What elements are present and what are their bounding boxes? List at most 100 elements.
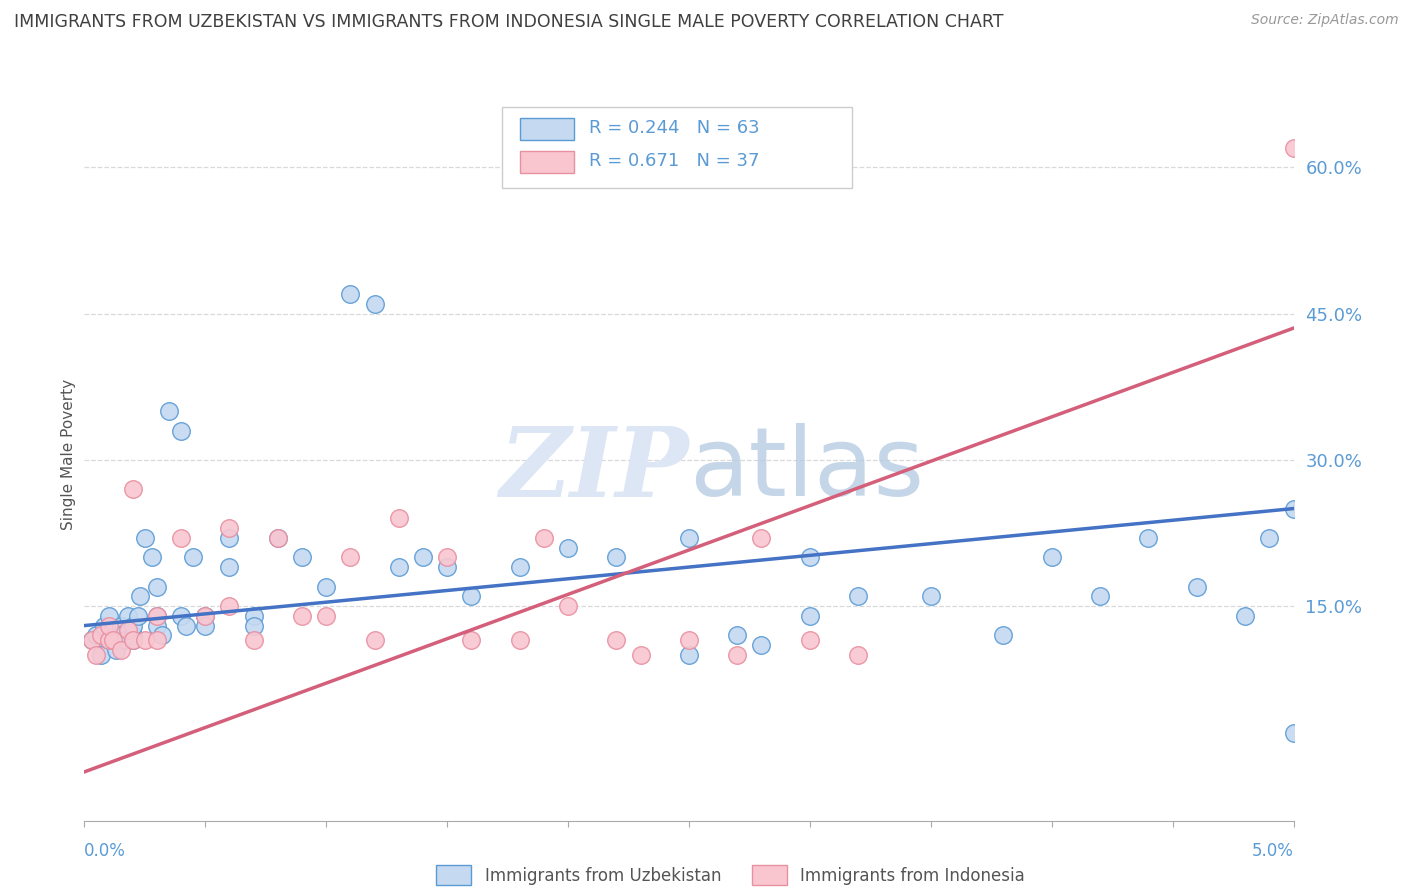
Point <box>121 482 143 496</box>
Point <box>170 424 193 438</box>
Point <box>146 608 169 623</box>
Point <box>1185 580 1208 594</box>
Point <box>460 590 482 604</box>
Text: 0.0%: 0.0% <box>84 842 127 860</box>
Point <box>315 608 337 623</box>
Point <box>110 643 132 657</box>
FancyBboxPatch shape <box>520 152 574 173</box>
Point <box>557 541 579 555</box>
Text: atlas: atlas <box>689 423 924 516</box>
Point <box>605 550 627 565</box>
Point <box>121 633 143 648</box>
Point <box>170 531 193 545</box>
FancyBboxPatch shape <box>502 108 852 188</box>
Point <box>557 599 579 613</box>
Point <box>146 580 169 594</box>
Point <box>412 550 434 565</box>
Point <box>93 618 115 632</box>
Point <box>121 633 143 648</box>
Point <box>129 590 152 604</box>
Point <box>127 608 149 623</box>
Point <box>846 648 869 662</box>
Point <box>315 580 337 594</box>
Point <box>751 638 773 652</box>
Point <box>170 608 193 623</box>
Point <box>218 531 240 545</box>
Point <box>90 648 112 662</box>
Point <box>339 287 361 301</box>
Point <box>97 633 120 648</box>
Point <box>134 531 156 545</box>
Point <box>242 618 264 632</box>
Point <box>388 511 411 525</box>
Point <box>267 531 290 545</box>
Point <box>121 618 143 632</box>
Point <box>103 633 125 648</box>
Point <box>114 633 136 648</box>
Point <box>920 590 942 604</box>
Point <box>194 618 217 632</box>
Point <box>339 550 361 565</box>
Point <box>104 643 127 657</box>
Point <box>363 297 385 311</box>
Point <box>436 560 458 574</box>
Point <box>630 648 652 662</box>
Y-axis label: Single Male Poverty: Single Male Poverty <box>60 379 76 531</box>
Point <box>117 624 139 638</box>
Point <box>110 618 132 632</box>
Point <box>291 608 314 623</box>
Point <box>799 608 821 623</box>
Point <box>117 608 139 623</box>
Point <box>86 648 108 662</box>
Text: Immigrants from Indonesia: Immigrants from Indonesia <box>800 867 1025 885</box>
Point <box>121 628 143 642</box>
Point <box>174 618 197 632</box>
Point <box>993 628 1015 642</box>
Point <box>509 560 531 574</box>
Point <box>218 560 240 574</box>
Point <box>291 550 314 565</box>
Text: 5.0%: 5.0% <box>1251 842 1294 860</box>
Text: IMMIGRANTS FROM UZBEKISTAN VS IMMIGRANTS FROM INDONESIA SINGLE MALE POVERTY CORR: IMMIGRANTS FROM UZBEKISTAN VS IMMIGRANTS… <box>14 13 1004 31</box>
Point <box>242 608 264 623</box>
Point <box>751 531 773 545</box>
Point <box>388 560 411 574</box>
Point <box>97 618 120 632</box>
Point <box>1040 550 1063 565</box>
FancyBboxPatch shape <box>520 119 574 140</box>
Point <box>146 608 169 623</box>
Point <box>509 633 531 648</box>
Point <box>605 633 627 648</box>
Point <box>799 633 821 648</box>
Point <box>134 633 156 648</box>
Point <box>150 628 173 642</box>
Text: ZIP: ZIP <box>499 423 689 516</box>
Point <box>436 550 458 565</box>
Point <box>80 633 103 648</box>
Point <box>218 521 240 535</box>
Point <box>1258 531 1281 545</box>
Point <box>103 624 125 638</box>
Text: R = 0.671   N = 37: R = 0.671 N = 37 <box>589 152 759 169</box>
Point <box>110 628 132 642</box>
Point <box>1282 141 1305 155</box>
Point <box>1137 531 1160 545</box>
Point <box>725 628 748 642</box>
Text: R = 0.244   N = 63: R = 0.244 N = 63 <box>589 119 759 137</box>
Point <box>1282 726 1305 740</box>
Text: Source: ZipAtlas.com: Source: ZipAtlas.com <box>1251 13 1399 28</box>
Point <box>97 608 120 623</box>
Point <box>86 628 108 642</box>
Point <box>194 608 217 623</box>
Point <box>181 550 204 565</box>
Point <box>725 648 748 662</box>
Point <box>1282 501 1305 516</box>
Point <box>97 633 120 648</box>
Point <box>80 633 103 648</box>
Point <box>678 633 700 648</box>
Point <box>460 633 482 648</box>
Point <box>267 531 290 545</box>
Point <box>1234 608 1257 623</box>
Point <box>90 628 112 642</box>
Point <box>533 531 555 545</box>
